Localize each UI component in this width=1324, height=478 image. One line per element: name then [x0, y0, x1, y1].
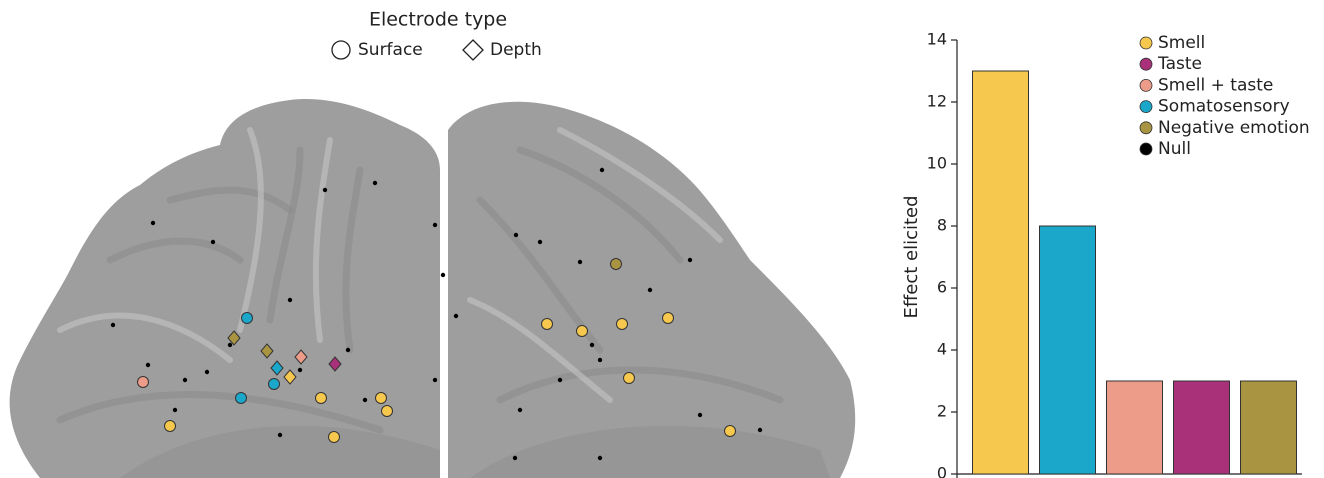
bar	[1173, 380, 1230, 475]
legend-swatch	[1139, 121, 1153, 135]
bar	[972, 70, 1029, 475]
surface-symbol	[331, 40, 351, 60]
brain-image	[9, 99, 856, 478]
legend-swatch	[1139, 57, 1153, 71]
bar	[1240, 380, 1297, 475]
legend-label: Negative emotion	[1158, 118, 1310, 138]
legend-swatch	[1139, 79, 1153, 92]
y-tick-label: 10	[927, 154, 947, 173]
y-tick-label: 8	[937, 216, 947, 235]
legend-label: Somatosensory	[1158, 97, 1290, 117]
y-tick-label: 6	[937, 278, 947, 297]
legend-swatch	[1139, 142, 1153, 156]
legend-label: Taste	[1157, 54, 1202, 74]
depth-symbol	[462, 39, 484, 61]
y-tick-label: 0	[937, 464, 947, 478]
electrode-legend-title: Electrode type	[369, 9, 507, 31]
y-tick-label: 4	[937, 340, 947, 359]
legend-swatch	[1139, 36, 1153, 50]
y-tick-label: 14	[927, 30, 947, 49]
legend-swatch	[1139, 100, 1153, 113]
bar	[1106, 380, 1163, 475]
y-tick-label: 12	[927, 92, 947, 111]
bar	[1039, 225, 1096, 475]
y-axis-label: Effect elicited	[901, 195, 922, 318]
electrode-legend-item: Depth	[490, 40, 542, 60]
electrode-legend-item: Surface	[358, 40, 423, 60]
legend-label: Null	[1158, 139, 1191, 159]
legend-label: Smell + taste	[1158, 75, 1273, 95]
legend-label: Smell	[1158, 33, 1205, 53]
y-tick-label: 2	[937, 402, 947, 421]
